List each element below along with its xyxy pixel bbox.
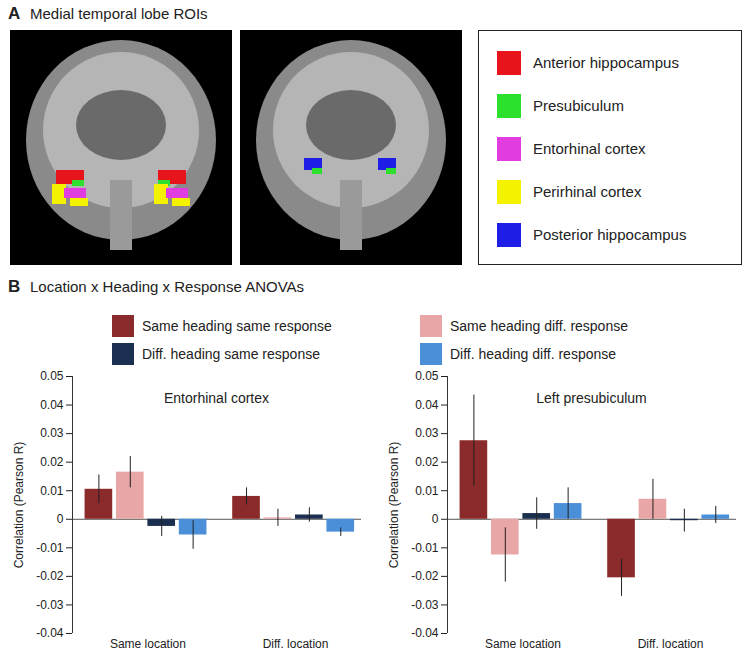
html-text:Location x Heading x Response: Location x Heading x Response ANOVAs (30, 278, 304, 295)
html-text:Anterior hippocampus: Anterior hippocampus (533, 54, 679, 71)
html-text:Posterior hippocampus: Posterior hippocampus (533, 226, 687, 243)
svg-text:0.01: 0.01 (40, 484, 64, 498)
svg-text:0.05: 0.05 (40, 369, 64, 383)
html-text:Perirhinal cortex: Perirhinal cortex (533, 183, 642, 200)
svg-text:Diff. location: Diff. location (638, 637, 704, 651)
html-text:B: B (8, 277, 21, 296)
svg-text:-0.01: -0.01 (36, 541, 64, 555)
html-text:Diff. heading same response: Diff. heading same response (142, 346, 320, 362)
svg-text:0.02: 0.02 (415, 455, 439, 469)
svg-text:-0.02: -0.02 (411, 569, 439, 583)
svg-text:0.03: 0.03 (415, 426, 439, 440)
svg-text:-0.04: -0.04 (411, 626, 439, 640)
html-text:A: A (8, 4, 21, 23)
svg-text:-0.03: -0.03 (36, 598, 64, 612)
svg-text:0.04: 0.04 (40, 398, 64, 412)
svg-text:0.01: 0.01 (415, 484, 439, 498)
svg-text:-0.04: -0.04 (36, 626, 64, 640)
html-text:Diff. heading diff. response: Diff. heading diff. response (450, 346, 616, 362)
svg-text:0: 0 (57, 512, 64, 526)
html-text:Left presubiculum: Left presubiculum (536, 390, 647, 406)
svg-text:Same location: Same location (485, 637, 561, 651)
html-text:Presubiculum: Presubiculum (533, 97, 624, 114)
svg-text:0: 0 (432, 512, 439, 526)
svg-text:-0.02: -0.02 (36, 569, 64, 583)
svg-text:0.05: 0.05 (415, 369, 439, 383)
html-text:Same heading diff. response: Same heading diff. response (450, 318, 628, 334)
html-text:Entorhinal cortex: Entorhinal cortex (164, 390, 269, 406)
svg-text:Correlation (Pearson R): Correlation (Pearson R) (387, 442, 401, 569)
svg-text:0.04: 0.04 (415, 398, 439, 412)
svg-text:-0.03: -0.03 (411, 598, 439, 612)
html-text:Medial temporal lobe ROIs: Medial temporal lobe ROIs (30, 5, 208, 22)
html-text:Same heading same response: Same heading same response (142, 318, 332, 334)
svg-text:Correlation (Pearson R): Correlation (Pearson R) (12, 442, 26, 569)
svg-text:Diff. location: Diff. location (263, 637, 329, 651)
svg-text:Same location: Same location (110, 637, 186, 651)
svg-text:-0.01: -0.01 (411, 541, 439, 555)
svg-text:0.02: 0.02 (40, 455, 64, 469)
html-text:Entorhinal cortex: Entorhinal cortex (533, 140, 646, 157)
svg-text:0.03: 0.03 (40, 426, 64, 440)
